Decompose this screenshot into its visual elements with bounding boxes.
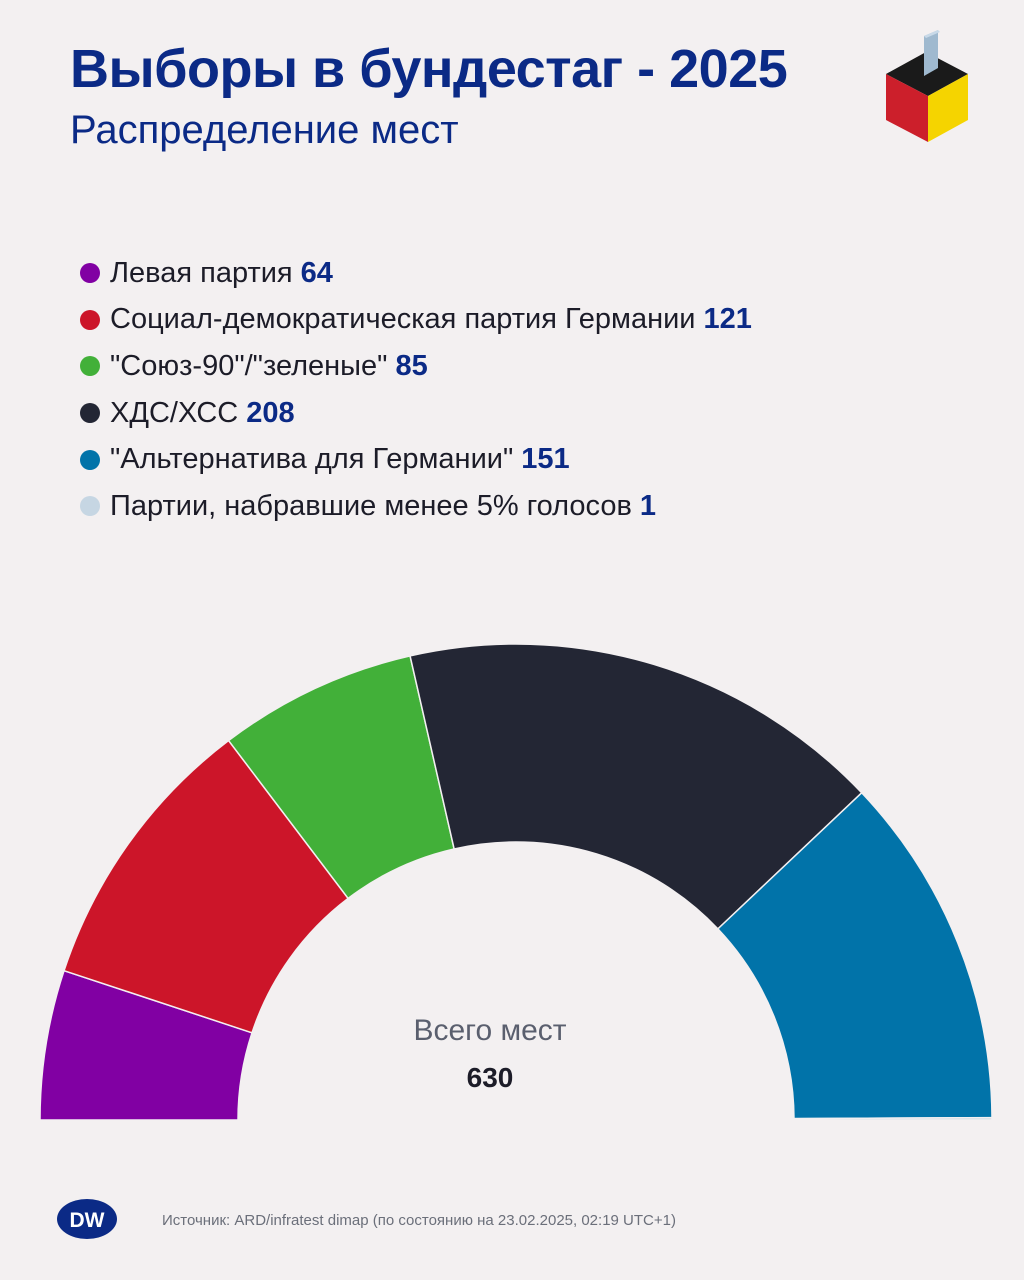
legend-dot (80, 263, 100, 284)
legend-item: ХДС/ХСС 208 (80, 390, 752, 437)
legend-value: 85 (395, 349, 428, 382)
total-seats-value: 630 (466, 1062, 514, 1093)
legend-dot (80, 496, 100, 517)
legend-value: 1 (639, 489, 656, 522)
seat-segment (409, 643, 863, 930)
total-seats-label: Всего мест (413, 1014, 567, 1047)
legend-label: "Альтернатива для Германии" (110, 443, 514, 476)
dw-logo[interactable]: DW (56, 1198, 118, 1240)
page-subtitle: Распределение мест (70, 108, 459, 152)
legend-value: 151 (521, 443, 570, 476)
legend-label: Социал-демократическая партия Германии (110, 303, 696, 336)
legend-label: Левая партия (110, 256, 293, 289)
legend-item: "Альтернатива для Германии" 151 (80, 436, 752, 483)
seat-distribution-chart (39, 643, 993, 1121)
legend-label: ХДС/ХСС (110, 396, 239, 429)
legend-item: Партии, набравшие менее 5% голосов 1 (80, 483, 752, 530)
legend-dot (80, 403, 100, 424)
dw-logo-text: DW (70, 1209, 105, 1232)
legend-value: 64 (300, 256, 333, 289)
seat-segment (793, 1116, 993, 1121)
legend-item: "Союз-90"/"зеленые" 85 (80, 343, 752, 390)
legend-value: 121 (703, 303, 752, 336)
legend-label: "Союз-90"/"зеленые" (110, 349, 388, 382)
legend-item: Левая партия 64 (80, 250, 752, 297)
source-note: Источник: ARD/infratest dimap (по состоя… (162, 1212, 676, 1229)
legend-dot (80, 356, 100, 377)
legend-dot (80, 309, 100, 330)
page-title: Выборы в бундестаг - 2025 (70, 39, 788, 99)
legend-dot (80, 449, 100, 470)
legend-value: 208 (246, 396, 295, 429)
ballot-box-icon (886, 30, 968, 142)
chart-legend: Левая партия 64 Социал-демократическая пар… (80, 250, 752, 530)
legend-item: Социал-демократическая партия Германии 12… (80, 297, 752, 344)
legend-label: Партии, набравшие менее 5% голосов (110, 489, 632, 522)
